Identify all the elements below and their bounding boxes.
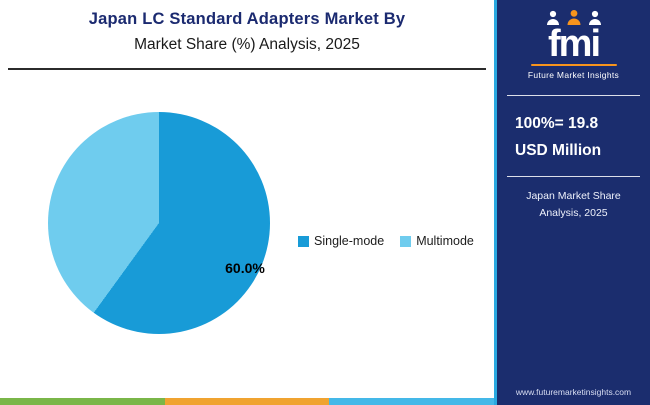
legend-label-single-mode: Single-mode (314, 234, 385, 248)
stat-line1: 100%= 19.8 (515, 115, 599, 133)
stat-line2: USD Million (515, 142, 602, 160)
chart-title-line2: Market Share (%) Analysis, 2025 (134, 36, 360, 53)
caption-line1: Japan Market Share (526, 190, 621, 203)
chart-title-line1: Japan LC Standard Adapters Market By (88, 10, 406, 28)
multimode-swatch-icon (400, 235, 412, 247)
sidebar-divider-top (507, 95, 640, 97)
chart-legend: Single-mode Multimode (298, 234, 474, 248)
sidebar: fmi Future Market Insights 100%= 19.8 US… (494, 0, 650, 405)
sidebar-divider-bottom (507, 176, 640, 178)
footer-strip-segment (0, 398, 165, 405)
legend-item-multimode: Multimode (400, 234, 474, 248)
title-underline (8, 68, 486, 70)
brand-name: Future Market Insights (527, 70, 620, 81)
logo-swoosh (530, 64, 617, 67)
single-mode-swatch-icon (298, 235, 309, 247)
pie-data-label: 60.0% (225, 260, 265, 276)
chart-header: Japan LC Standard Adapters Market By Mar… (0, 10, 494, 54)
analysis-caption: Japan Market Share Analysis, 2025 (497, 177, 650, 221)
fmi-logo-text: fmi (548, 23, 601, 65)
pie-chart-area: 60.0% (48, 112, 270, 334)
footer-strip-segment (164, 398, 330, 405)
chart-panel: Japan LC Standard Adapters Market By Mar… (0, 10, 495, 405)
website-link[interactable]: www.futuremarketinsights.com (515, 387, 632, 397)
legend-label-multimode: Multimode (416, 234, 474, 248)
people-icon (546, 10, 601, 25)
footer-strip-segment (329, 398, 495, 405)
pie-chart (48, 112, 270, 334)
fmi-logo: fmi Future Market Insights (497, 0, 650, 80)
caption-line2: Analysis, 2025 (539, 206, 608, 219)
market-size-stat: 100%= 19.8 USD Million (497, 96, 650, 176)
footer-color-strip (0, 398, 495, 405)
legend-item-single-mode: Single-mode (298, 234, 384, 248)
